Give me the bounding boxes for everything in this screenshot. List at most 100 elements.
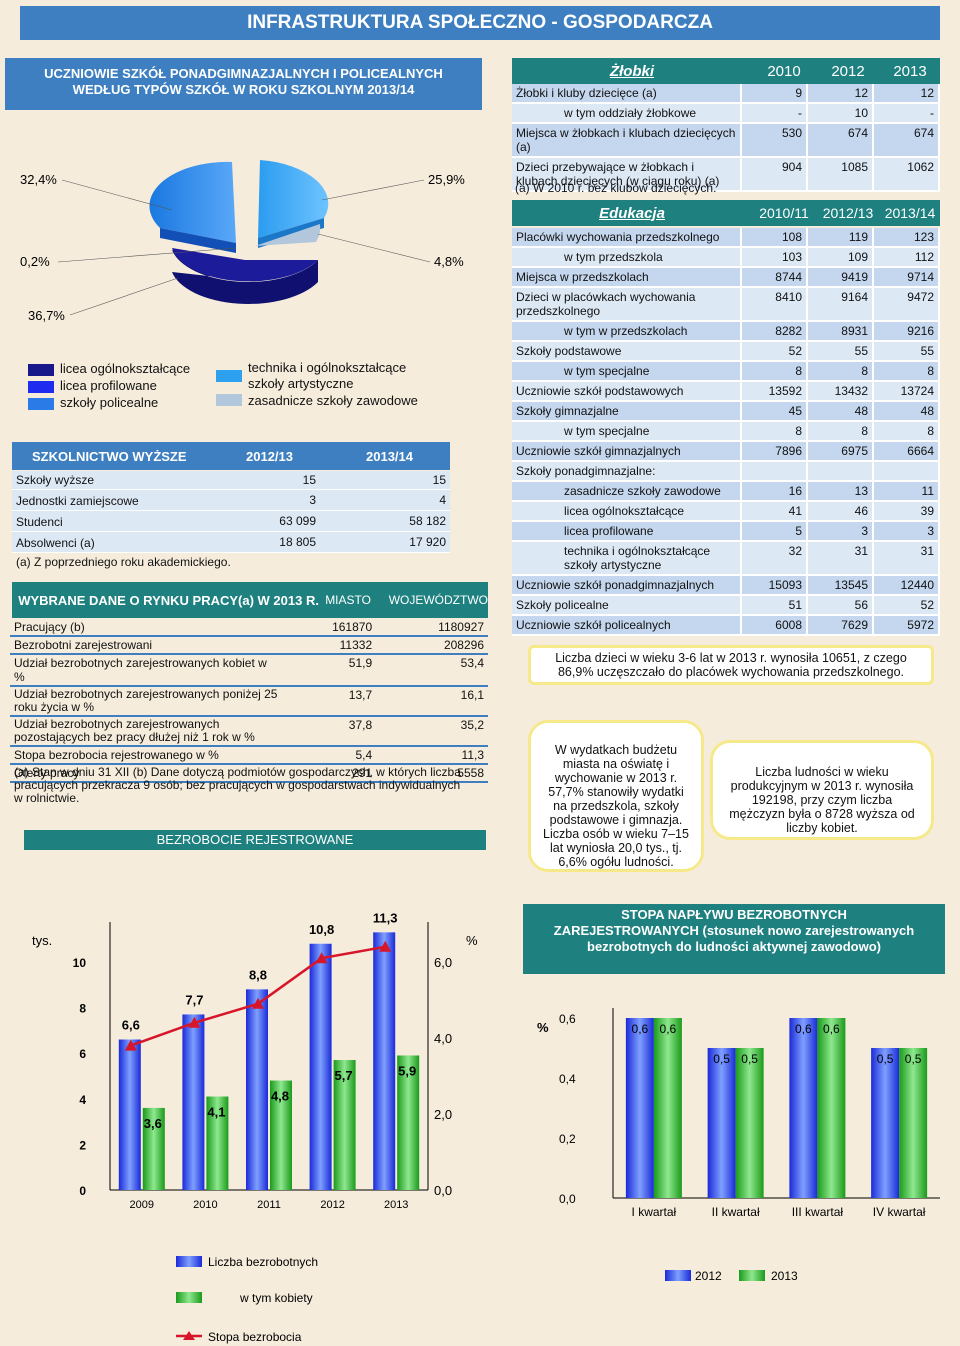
legend-swatch (665, 1270, 691, 1281)
bar-data-label: 10,8 (309, 922, 334, 937)
legend-label: licea ogólnokształcące (60, 361, 191, 376)
legend-swatch (183, 1331, 195, 1340)
row-label: w tym specjalne (512, 421, 742, 442)
higher-year-0: 2012/13 (246, 448, 293, 464)
cell-value: 8 (741, 421, 808, 442)
legend-item: licea profilowane (28, 377, 228, 394)
cell-value: 1062 (873, 157, 940, 192)
bar-liczba-bezrobotnych (373, 932, 396, 1190)
cell-value: 674 (873, 123, 940, 158)
pie-leader (61, 179, 173, 211)
table-row: licea ogólnokształcące 41 46 39 (512, 501, 940, 522)
bar-2013 (735, 1048, 764, 1198)
cell-value: 46 (807, 501, 874, 522)
legend-swatch (176, 1292, 202, 1303)
bar-liczba-bezrobotnych (246, 989, 268, 1190)
bar-data-label: 0,5 (905, 1052, 922, 1066)
cell-value: 51 (741, 595, 808, 616)
pie-slice-zasadnicze (255, 224, 321, 246)
row-label: Jednostki zamiejscowe (12, 489, 190, 511)
row-label: Dzieci w placówkach wychowania przedszko… (512, 287, 742, 322)
bar-data-label: 5,7 (335, 1068, 353, 1083)
table-row: w tym w przedszkolach 8282 8931 9216 (512, 321, 940, 342)
cell-value: 8 (807, 421, 874, 442)
bar-liczba-bezrobotnych (309, 943, 332, 1190)
higher-table: Szkoły wyższe 15 15 Jednostki zamiejscowe 3… (12, 471, 450, 553)
table-row: Udział bezrobotnych zarejestrowanych kob… (10, 654, 488, 687)
box-children: Liczba dzieci w wieku 3-6 lat w 2013 r. … (528, 645, 934, 685)
labour-header: WYBRANE DANE O RYNKU PRACY(a) W 2013 R. … (12, 582, 488, 618)
cell-value: 7896 (741, 441, 808, 462)
y-left-tick-label: 4 (79, 1093, 86, 1107)
pie-slice-szkoly-policealne (149, 161, 236, 243)
x-tick-label: II kwartał (712, 1205, 760, 1219)
cell-value: 13,7 (284, 686, 377, 717)
row-label: Studenci (12, 510, 190, 532)
bar-2013 (817, 1018, 846, 1198)
row-label: Żłobki i kluby dziecięce (a) (512, 84, 742, 104)
row-label: Absolwenci (a) (12, 531, 190, 553)
inflow-title: STOPA NAPŁYWU BEZROBOTNYCH ZAREJESTROWAN… (523, 904, 945, 974)
legend-swatch (216, 370, 242, 382)
cell-value: 56 (807, 595, 874, 616)
cell-value: 7629 (807, 615, 874, 636)
table-row: Szkoły wyższe 15 15 (12, 471, 450, 490)
pie-slice-licea-ogolnoksztalcace (172, 250, 318, 304)
table-row: Żłobki i kluby dziecięce (a) 9 12 12 (512, 84, 940, 104)
x-tick-label: 2010 (193, 1199, 217, 1211)
cell-value: 11,3 (376, 746, 488, 765)
row-label: Szkoły podstawowe (512, 341, 742, 362)
cell-value: 5972 (873, 615, 940, 636)
bar-data-label: 11,3 (373, 910, 398, 925)
cell-value: 9216 (873, 321, 940, 342)
legend-label: licea profilowane (60, 378, 157, 393)
cell-value: 45 (741, 401, 808, 422)
bar-liczba-bezrobotnych (182, 1014, 205, 1190)
y-right-tick-label: 4,0 (434, 1031, 452, 1046)
bar-data-label: 0,6 (795, 1022, 812, 1036)
cell-value: 9164 (807, 287, 874, 322)
bar-w-tym-kobiety (206, 1096, 229, 1190)
cell-value: 161870 (284, 619, 377, 637)
point-stopa-bezrobocia (252, 997, 264, 1009)
row-label: Miejsca w żłobkach i klubach dziecięcych… (512, 123, 742, 158)
row-label: Uczniowie szkół gimnazjalnych (512, 441, 742, 462)
cell-value: 11 (873, 481, 940, 502)
cell-value: 51,9 (284, 654, 377, 687)
pie-leader (317, 233, 431, 263)
cell-value: 8931 (807, 321, 874, 342)
row-label: licea ogólnokształcące (512, 501, 742, 522)
nursery-year-1: 2012 (831, 62, 865, 80)
bar-w-tym-kobiety (333, 1060, 356, 1190)
higher-note: (a) Z poprzedniego roku akademickiego. (16, 555, 231, 569)
point-stopa-bezrobocia (124, 1039, 137, 1051)
cell-value: 12440 (873, 575, 940, 596)
row-label: licea profilowane (512, 521, 742, 542)
row-label: Bezrobotni zarejestrowani (10, 636, 285, 655)
table-row: Dzieci w placówkach wychowania przedszko… (512, 287, 940, 322)
cell-value: 8282 (741, 321, 808, 342)
cell-value: 58 182 (320, 510, 450, 532)
y-tick-label: 0,4 (559, 1072, 576, 1086)
y-unit: % (537, 1020, 549, 1035)
cell-value: 3 (873, 521, 940, 542)
cell-value: 674 (807, 123, 874, 158)
table-row: technika i ogólnokształcące szkoły artys… (512, 541, 940, 576)
table-row: w tym specjalne 8 8 8 (512, 421, 940, 442)
cell-value: 5 (741, 521, 808, 542)
cell-value: 15 (190, 471, 320, 490)
cell-value: 53,4 (376, 654, 488, 687)
cell-value: 15093 (741, 575, 808, 596)
bar-data-label: 8,8 (249, 967, 267, 982)
cell-value: 55 (807, 341, 874, 362)
bar-data-label: 0,6 (632, 1022, 649, 1036)
row-label: Udział bezrobotnych zarejestrowanych poz… (10, 716, 285, 747)
pie-label-2: 0,2% (20, 254, 50, 269)
table-row: Szkoły ponadgimnazjalne: (512, 461, 940, 482)
legend-2012: 2012 (695, 1269, 722, 1283)
point-stopa-bezrobocia (188, 1016, 201, 1028)
y-left-tick-label: 10 (73, 956, 87, 970)
legend-label: zasadnicze szkoły zawodowe (248, 393, 418, 408)
legend-item: zasadnicze szkoły zawodowe (216, 392, 456, 409)
row-label: technika i ogólnokształcące szkoły artys… (512, 541, 742, 576)
